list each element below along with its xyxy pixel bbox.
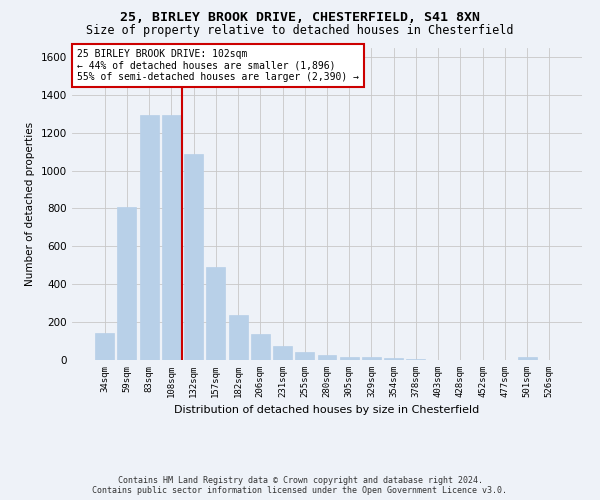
Bar [184, 154, 203, 360]
Bar [140, 114, 158, 360]
Bar [229, 316, 248, 360]
Bar [295, 352, 314, 360]
Bar [340, 356, 359, 360]
Bar [95, 334, 114, 360]
Bar [273, 346, 292, 360]
Bar [518, 357, 536, 360]
X-axis label: Distribution of detached houses by size in Chesterfield: Distribution of detached houses by size … [175, 406, 479, 415]
Bar [384, 358, 403, 360]
Bar [206, 267, 225, 360]
Y-axis label: Number of detached properties: Number of detached properties [25, 122, 35, 286]
Bar [251, 334, 270, 360]
Text: Size of property relative to detached houses in Chesterfield: Size of property relative to detached ho… [86, 24, 514, 37]
Text: Contains HM Land Registry data © Crown copyright and database right 2024.
Contai: Contains HM Land Registry data © Crown c… [92, 476, 508, 495]
Bar [118, 206, 136, 360]
Bar [362, 357, 381, 360]
Bar [317, 356, 337, 360]
Text: 25 BIRLEY BROOK DRIVE: 102sqm
← 44% of detached houses are smaller (1,896)
55% o: 25 BIRLEY BROOK DRIVE: 102sqm ← 44% of d… [77, 49, 359, 82]
Text: 25, BIRLEY BROOK DRIVE, CHESTERFIELD, S41 8XN: 25, BIRLEY BROOK DRIVE, CHESTERFIELD, S4… [120, 11, 480, 24]
Bar [162, 114, 181, 360]
Bar [406, 359, 425, 360]
